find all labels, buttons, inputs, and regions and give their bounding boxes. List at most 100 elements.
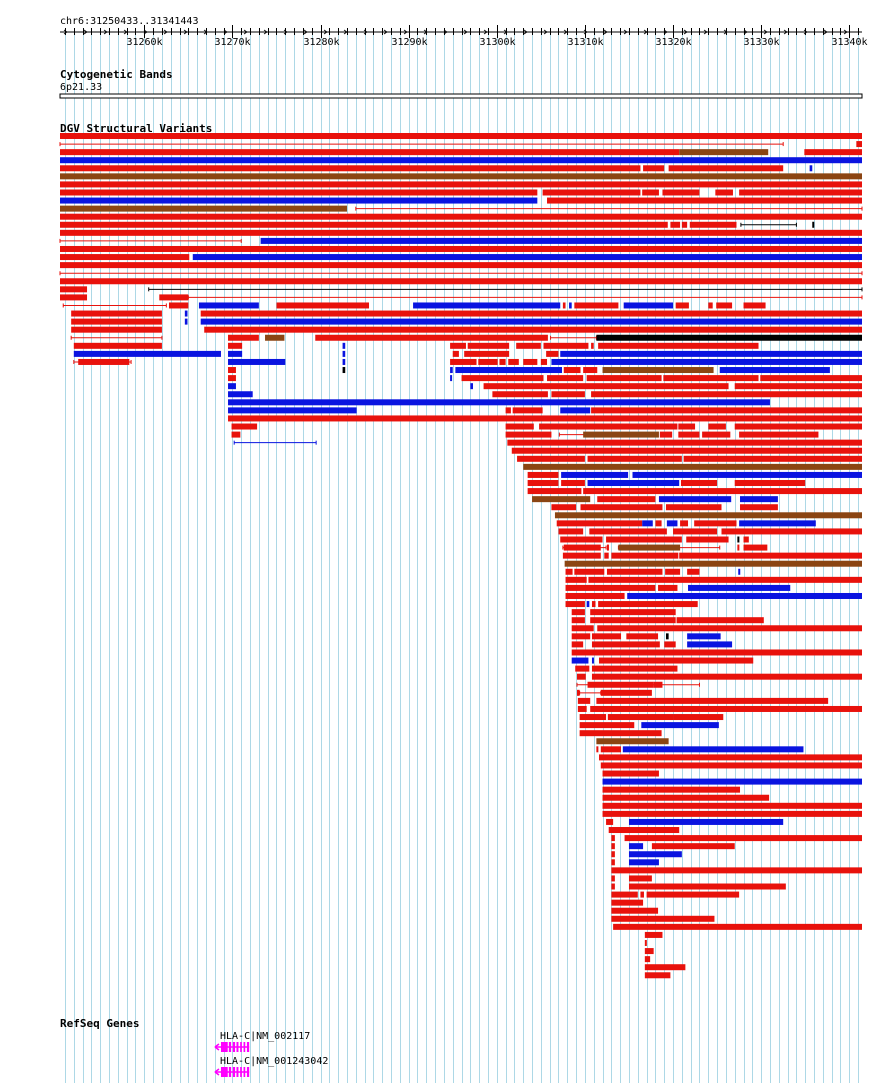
variant-other[interactable] [342,367,346,374]
variant-other[interactable] [737,536,740,543]
variant-gain[interactable] [589,528,667,535]
cytoband-track[interactable]: Cytogenetic Bands 6p21.33 [59,68,863,99]
variant-gain[interactable] [505,423,534,430]
variant-loss[interactable] [73,350,221,357]
variant-gain[interactable] [590,609,676,616]
variant-gain[interactable] [611,835,615,842]
variant-gain[interactable] [643,165,665,172]
variant-loss[interactable] [809,165,813,172]
variant-gain[interactable] [628,875,652,882]
variant-loss[interactable] [228,350,243,357]
variant-gain-span[interactable] [59,271,863,276]
variant-gain[interactable] [739,189,862,196]
variant-loss[interactable] [198,302,259,309]
variant-loss[interactable] [228,383,236,390]
variant-other-span[interactable] [740,222,797,227]
variant-gain[interactable] [608,827,680,834]
variant-gain[interactable] [602,794,770,801]
variant-gain[interactable] [558,528,584,535]
variant-gain[interactable] [571,633,591,640]
variant-loss[interactable] [192,254,863,261]
variant-gain-span[interactable] [70,335,163,340]
variant-gain[interactable] [71,310,162,317]
variant-gain[interactable] [579,714,607,721]
variant-gain[interactable] [743,302,766,309]
variant-gain[interactable] [662,189,700,196]
variant-loss[interactable] [623,302,674,309]
gene-exon[interactable] [228,1042,232,1052]
variant-gain-loss[interactable] [564,560,862,567]
variant-gain[interactable] [856,141,862,148]
variant-gain[interactable] [611,851,615,858]
variant-loss[interactable] [688,584,791,591]
variant-gain[interactable] [708,302,713,309]
variant-gain[interactable] [563,544,601,551]
variant-gain[interactable] [673,714,724,721]
variant-gain[interactable] [611,891,638,898]
variant-gain[interactable] [626,633,659,640]
variant-gain[interactable] [565,601,585,608]
variant-loss[interactable] [628,818,784,825]
variant-gain[interactable] [60,133,862,139]
variant-loss[interactable] [455,367,563,374]
variant-gain[interactable] [583,367,598,374]
variant-gain[interactable] [505,407,511,414]
variant-gain[interactable] [579,730,662,737]
gene-exon[interactable] [243,1067,246,1077]
variant-loss[interactable] [658,496,732,503]
variant-loss[interactable] [413,302,561,309]
variant-loss[interactable] [627,592,862,599]
variant-loss[interactable] [687,641,733,648]
variant-gain[interactable] [646,891,740,898]
variant-gain[interactable] [60,286,88,293]
variant-loss[interactable] [200,318,862,325]
variant-loss[interactable] [450,367,453,374]
variant-gain[interactable] [562,302,566,309]
variant-loss[interactable] [628,851,682,858]
variant-gain[interactable] [576,673,586,680]
variant-gain[interactable] [60,213,862,220]
variant-gain[interactable] [452,350,459,357]
variant-gain[interactable] [751,528,862,535]
gene-hla-c-nm-001243042[interactable]: HLA-C|NM_001243042 [214,1056,328,1077]
variant-gain[interactable] [204,326,862,333]
gene-exon[interactable] [236,1042,239,1052]
variant-loss[interactable] [342,342,346,349]
variant-gain[interactable] [231,431,241,438]
variant-gain[interactable] [653,681,663,688]
variant-gain[interactable] [600,762,862,769]
variant-gain[interactable] [606,568,663,575]
variant-gain-loss[interactable] [523,463,862,470]
variant-gain-span[interactable] [59,142,784,147]
variant-gain[interactable] [640,891,644,898]
variant-loss[interactable] [642,520,653,527]
variant-gain-loss[interactable] [265,334,285,341]
variant-gain[interactable] [561,480,585,487]
variant-gain[interactable] [596,697,829,704]
variant-gain[interactable] [565,576,587,583]
position-ruler[interactable]: chr6:31250433..31341443 31260k 31270k 3128… [60,16,868,48]
gene-exon[interactable] [246,1042,250,1052]
variant-gain[interactable] [527,480,559,487]
variant-loss[interactable] [587,480,680,487]
variant-gain[interactable] [505,431,552,438]
variant-gain[interactable] [499,358,506,365]
variant-gain[interactable] [675,302,689,309]
variant-gain[interactable] [659,431,673,438]
variant-gain[interactable] [71,318,162,325]
variant-gain-span[interactable] [62,303,167,308]
variant-loss[interactable] [342,350,346,357]
variant-gain[interactable] [591,641,660,648]
variant-gain[interactable] [740,504,778,511]
variant-gain[interactable] [588,576,862,583]
variant-gain[interactable] [507,439,862,446]
variant-gain[interactable] [804,149,862,156]
variant-gain[interactable] [716,302,733,309]
variant-gain[interactable] [543,342,589,349]
variant-features[interactable] [59,133,863,979]
variant-gain[interactable] [721,528,752,535]
variant-gain[interactable] [743,544,768,551]
variant-gain[interactable] [60,181,862,188]
variant-loss[interactable] [228,399,770,406]
variant-gain[interactable] [715,189,733,196]
